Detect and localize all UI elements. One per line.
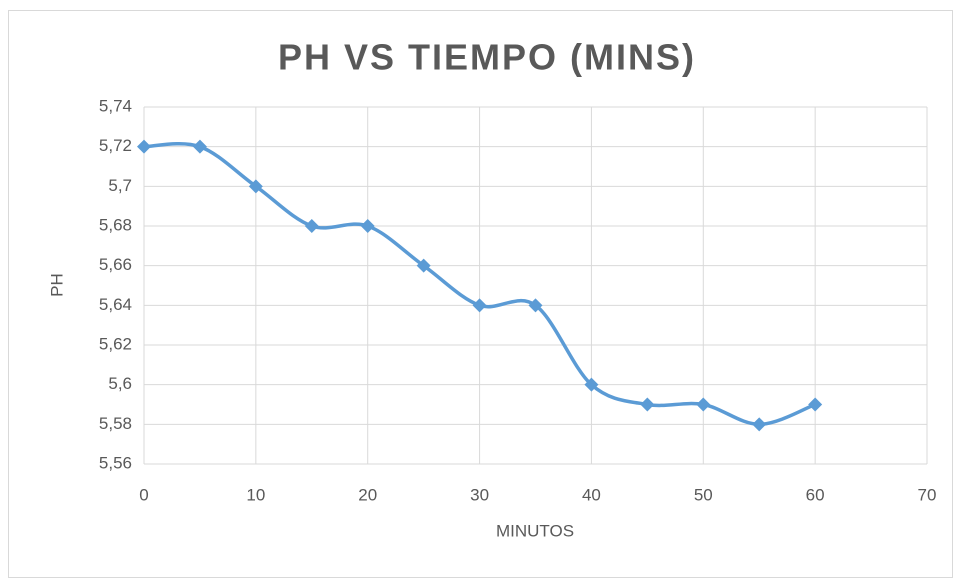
chart-title: PH VS TIEMPO (MINS) (278, 37, 696, 78)
data-point (192, 139, 207, 154)
y-tick-label: 5,72 (99, 136, 132, 155)
x-tick-label: 60 (806, 485, 825, 504)
data-point (304, 219, 319, 233)
y-tick-label: 5,6 (108, 374, 132, 393)
y-tick-label: 5,64 (99, 295, 132, 314)
x-tick-label: 50 (694, 485, 713, 504)
x-tick-label: 30 (470, 485, 489, 504)
x-tick-label: 0 (139, 485, 148, 504)
y-tick-label: 5,62 (99, 334, 132, 353)
y-tick-label: 5,74 (99, 96, 132, 115)
x-tick-label: 10 (246, 485, 265, 504)
x-tick-label: 20 (358, 485, 377, 504)
data-point (248, 179, 263, 194)
y-tick-label: 5,58 (99, 414, 132, 433)
y-tick-label: 5,68 (99, 215, 132, 234)
data-point (360, 219, 375, 233)
data-point (416, 258, 431, 273)
data-point (584, 377, 599, 392)
data-point (752, 417, 767, 432)
y-axis-label: PH (47, 273, 66, 297)
x-axis-label: MINUTOS (496, 521, 574, 540)
y-tick-label: 5,56 (99, 453, 132, 472)
data-point (137, 139, 151, 154)
data-point (472, 298, 487, 313)
y-tick-label: 5,7 (108, 176, 132, 195)
chart-frame (8, 10, 953, 578)
data-point (696, 397, 711, 412)
y-tick-label: 5,66 (99, 255, 132, 274)
x-tick-label: 70 (918, 485, 937, 504)
x-tick-label: 40 (582, 485, 601, 504)
data-point (528, 298, 543, 313)
data-point (808, 397, 823, 412)
data-point (640, 397, 655, 412)
